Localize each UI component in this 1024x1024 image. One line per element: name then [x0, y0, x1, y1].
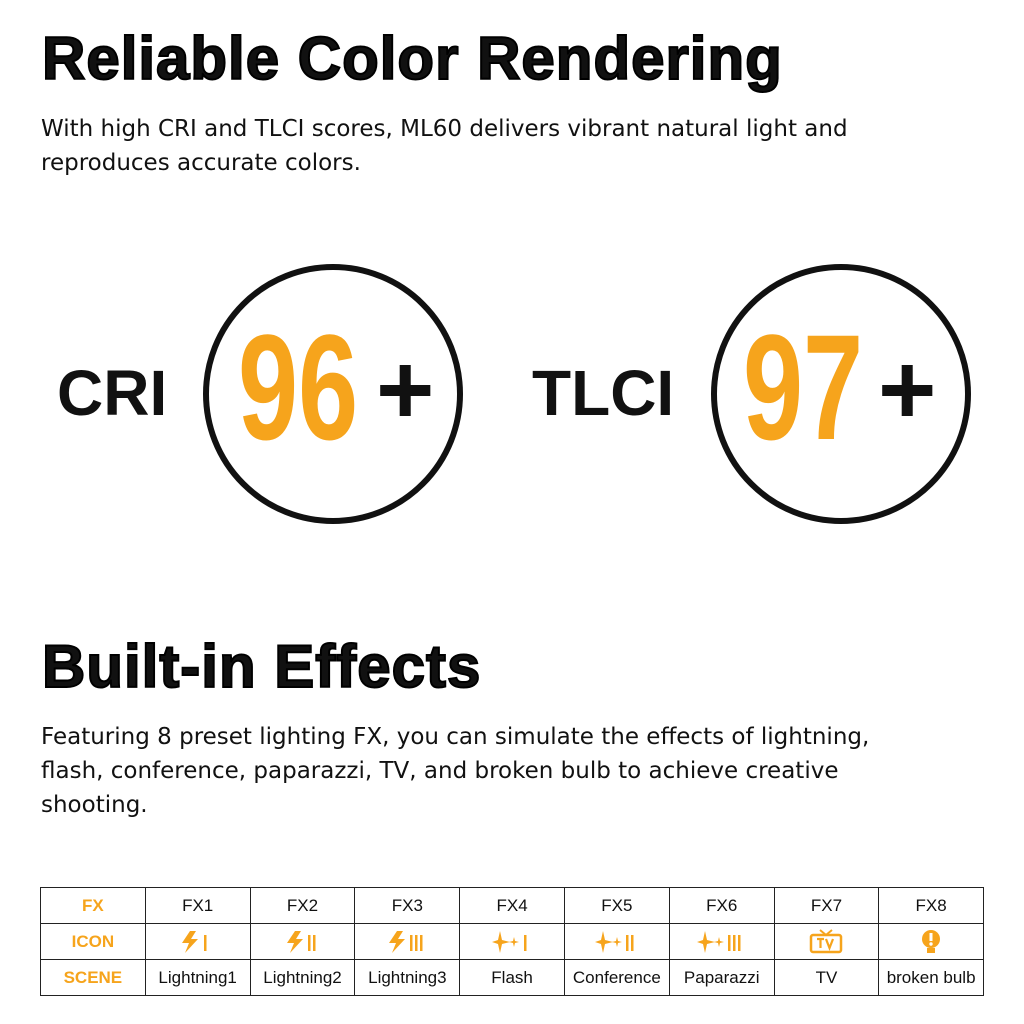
- metric-label: CRI: [57, 357, 168, 429]
- fx-name: FX5: [563, 887, 670, 924]
- row-label: SCENE: [40, 959, 146, 996]
- icon: [249, 923, 356, 960]
- row-label: FX: [40, 887, 146, 924]
- ring: [203, 264, 463, 524]
- icon: [668, 923, 775, 960]
- text-line: Featuring 8 preset lighting FX, you can …: [41, 724, 870, 750]
- metric-label: TLCI: [532, 357, 675, 429]
- metric-value: 97: [743, 303, 864, 471]
- scene-name: Conference: [563, 959, 670, 996]
- icon: [459, 923, 565, 960]
- fx-name: FX8: [878, 887, 984, 924]
- scene-name: TV: [773, 959, 880, 996]
- body: Featuring 8 preset lighting FX, you can …: [41, 720, 869, 822]
- fx-table: FX FX1 FX2 FX3 FX4 FX5 FX6 FX7 FX8 ICON SCENE Lig…: [40, 887, 984, 996]
- text-line: shooting.: [41, 792, 148, 818]
- scene-name: broken bulb: [878, 959, 984, 996]
- icon: [563, 923, 670, 960]
- scene-name: Lightning3: [354, 959, 461, 996]
- fx-name: FX3: [354, 887, 461, 924]
- icon: [878, 923, 984, 960]
- icon: [144, 923, 251, 960]
- scene-name: Flash: [459, 959, 565, 996]
- icon: [773, 923, 880, 960]
- metric-suffix: +: [376, 334, 435, 446]
- fx-name: FX1: [144, 887, 251, 924]
- scene-name: Lightning2: [249, 959, 356, 996]
- fx-name: FX2: [249, 887, 356, 924]
- fx-name: FX4: [459, 887, 565, 924]
- scene-name: Paparazzi: [668, 959, 775, 996]
- row-label: ICON: [40, 923, 146, 960]
- icon: [354, 923, 461, 960]
- text-line: reproduces accurate colors.: [41, 150, 361, 176]
- metric-value: 96: [238, 303, 359, 471]
- title: Reliable Color Rendering: [41, 24, 783, 93]
- fx-name: FX6: [668, 887, 775, 924]
- title: Built-in Effects: [41, 632, 482, 701]
- scene-name: Lightning1: [144, 959, 251, 996]
- text-line: flash, conference, paparazzi, TV, and br…: [41, 758, 839, 784]
- ring: [711, 264, 971, 524]
- metric-suffix: +: [878, 334, 937, 446]
- fx-name: FX7: [773, 887, 880, 924]
- text-line: With high CRI and TLCI scores, ML60 deli…: [41, 116, 848, 142]
- intro: With high CRI and TLCI scores, ML60 deli…: [41, 112, 848, 180]
